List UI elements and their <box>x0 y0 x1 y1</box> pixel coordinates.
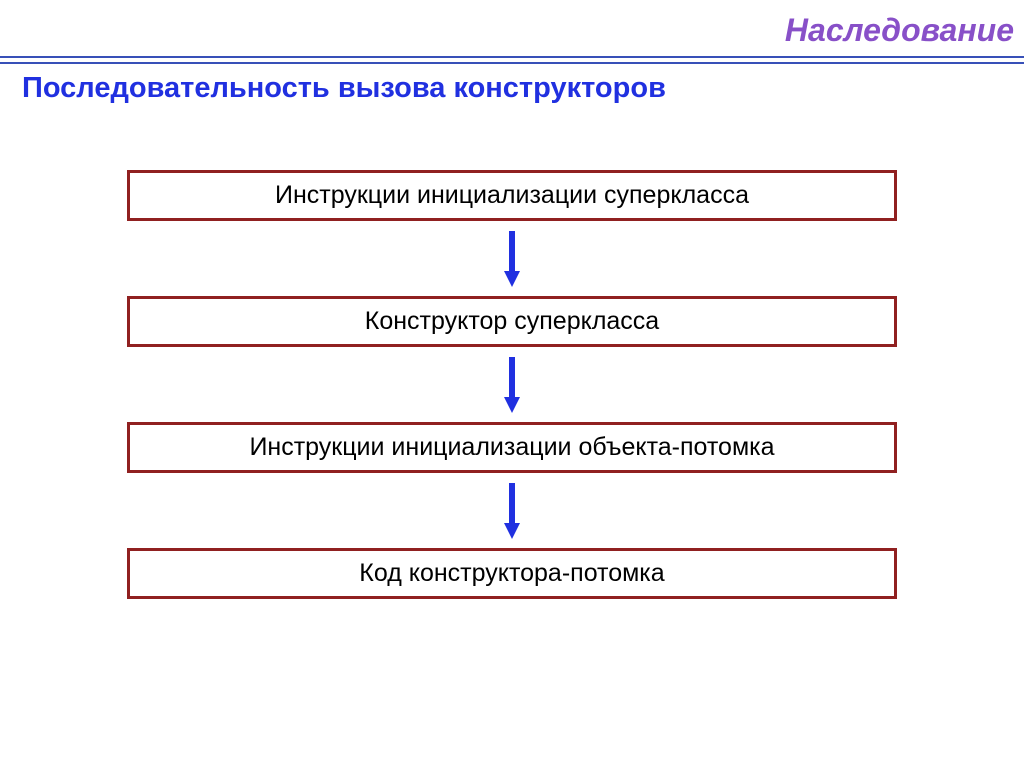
page-subtitle: Последовательность вызова конструкторов <box>22 72 666 105</box>
arrow-down-icon <box>502 481 522 541</box>
flowchart: Инструкции инициализации суперкласса Кон… <box>0 170 1024 599</box>
header-title: Наследование <box>785 12 1014 49</box>
flow-arrow-3 <box>502 473 522 548</box>
flow-box-3: Инструкции инициализации объекта-потомка <box>127 422 897 473</box>
flow-box-4: Код конструктора-потомка <box>127 548 897 599</box>
arrow-down-icon <box>502 229 522 289</box>
header-divider-bottom <box>0 62 1024 64</box>
arrow-down-icon <box>502 355 522 415</box>
header-divider-top <box>0 56 1024 58</box>
flow-arrow-2 <box>502 347 522 422</box>
flow-box-2: Конструктор суперкласса <box>127 296 897 347</box>
flow-arrow-1 <box>502 221 522 296</box>
flow-box-1: Инструкции инициализации суперкласса <box>127 170 897 221</box>
